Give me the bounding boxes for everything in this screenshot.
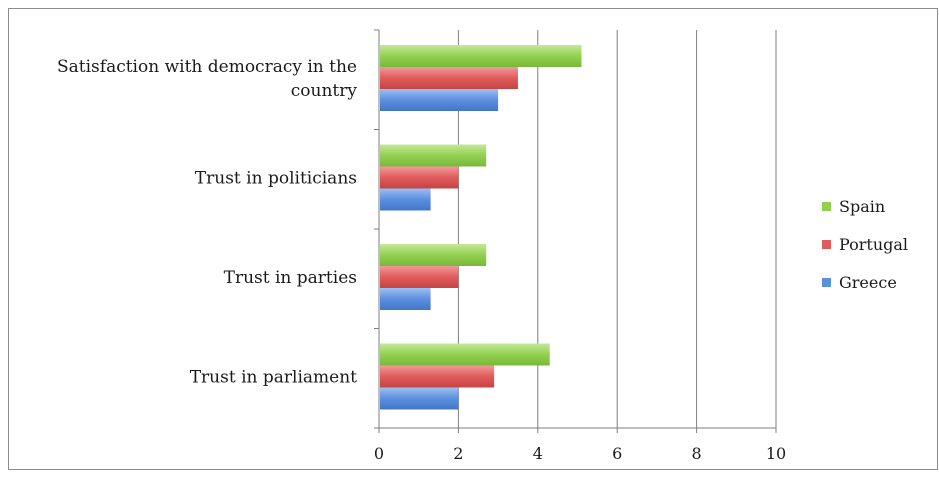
category-label: Trust in parties (224, 268, 357, 288)
x-tick-label: 2 (453, 444, 463, 463)
bar-spain (380, 45, 582, 67)
x-tick-label: 10 (766, 444, 786, 463)
legend-label-greece: Greece (839, 273, 897, 292)
category-label: Satisfaction with democracy in the (57, 57, 357, 77)
bar-portugal (380, 67, 518, 89)
legend-swatch-spain (822, 202, 831, 211)
tick-labels: 0 2 4 6 8 10 (374, 444, 786, 463)
bar-greece (380, 89, 499, 111)
x-tick-label: 8 (692, 444, 702, 463)
bars (380, 45, 582, 410)
bar-greece (380, 387, 459, 410)
category-label: Trust in parliament (190, 368, 357, 388)
x-tick-label: 4 (533, 444, 543, 463)
legend: Spain Portugal Greece (822, 197, 908, 292)
legend-swatch-greece (822, 278, 831, 287)
legend-label-portugal: Portugal (839, 235, 908, 254)
category-label: country (291, 81, 358, 101)
x-tick-label: 0 (374, 444, 384, 463)
bar-portugal (380, 365, 495, 388)
bar-portugal (380, 266, 459, 288)
legend-label-spain: Spain (839, 197, 885, 216)
x-tick-label: 6 (612, 444, 622, 463)
category-label: Trust in politicians (195, 169, 357, 189)
bar-portugal (380, 166, 459, 189)
bar-spain (380, 244, 487, 266)
bar-greece (380, 288, 431, 310)
bar-greece (380, 188, 431, 211)
bar-spain (380, 144, 487, 167)
bar-spain (380, 343, 550, 366)
legend-swatch-portugal (822, 240, 831, 249)
category-labels: Satisfaction with democracy in the countr… (57, 57, 357, 388)
axes (374, 29, 777, 433)
